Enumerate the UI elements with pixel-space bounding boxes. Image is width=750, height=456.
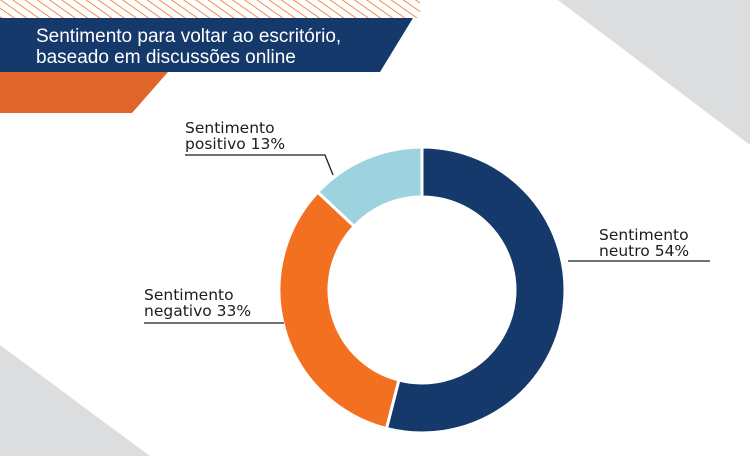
slice-sentimento-negativo — [277, 189, 401, 431]
label-positive-line2: positivo 13% — [185, 135, 286, 153]
label-neutral-line2: neutro 54% — [599, 242, 690, 260]
label-positive-line1: Sentimento — [185, 119, 275, 137]
corner-gray-bottom-left — [0, 345, 150, 456]
label-neutral-line1: Sentimento — [599, 226, 689, 244]
slice-sentimento-neutro — [384, 145, 567, 435]
leader-line-positive — [185, 154, 334, 176]
orange-banner-bar — [0, 72, 168, 113]
chart-title-line2: baseado em discussões online — [36, 47, 296, 68]
label-negative-line1: Sentimento — [144, 286, 234, 304]
chart-title-line1: Sentimento para voltar ao escritório, — [36, 26, 342, 47]
corner-gray-top-right — [558, 0, 750, 145]
slice-sentimento-positivo — [315, 145, 424, 229]
hatch-stripe — [0, 0, 420, 18]
label-negative-line2: negativo 33% — [144, 302, 252, 320]
navy-title-banner — [0, 18, 413, 72]
